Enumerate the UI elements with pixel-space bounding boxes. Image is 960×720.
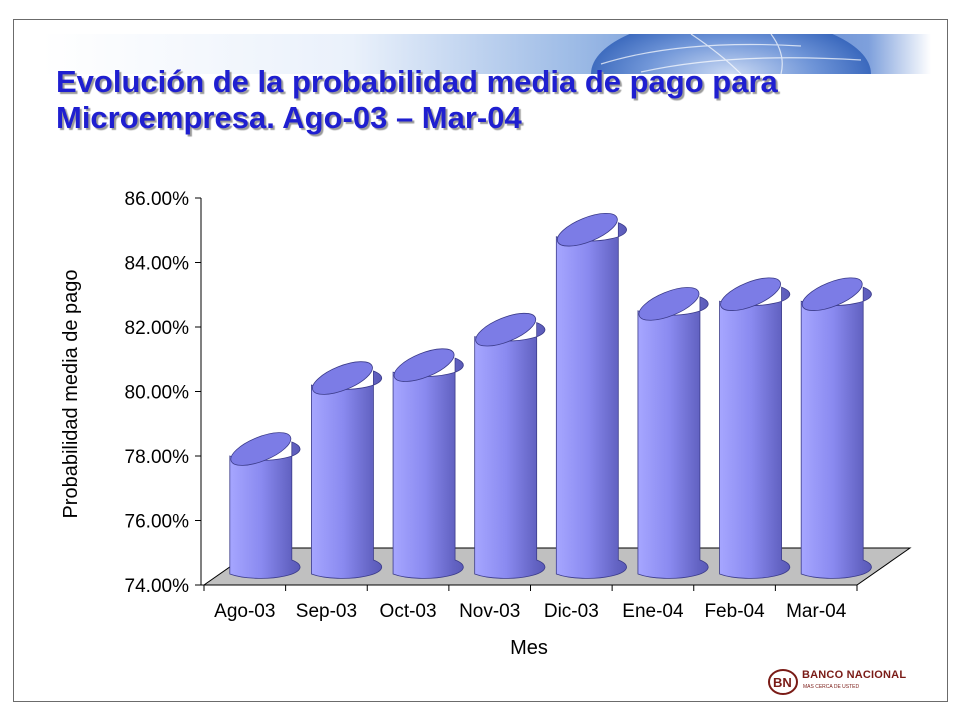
- bar-Nov-03: [474, 312, 546, 579]
- bar-top: [638, 287, 700, 321]
- chart-title-line-2: Microempresa. Ago-03 – Mar-04: [56, 100, 522, 135]
- bar-body: [392, 357, 464, 579]
- slide: Evolución de la probabilidad media de pa…: [13, 19, 948, 702]
- bar-top: [312, 361, 373, 395]
- svg-text:BN: BN: [773, 675, 792, 690]
- bar-body: [637, 296, 709, 579]
- chart-title-line-1: Evolución de la probabilidad media de pa…: [56, 64, 778, 99]
- bar-Ago-03: [229, 432, 301, 579]
- y-tick-label: 82.00%: [125, 318, 190, 339]
- x-axis-title: Mes: [510, 637, 548, 659]
- bar-body: [719, 286, 791, 579]
- x-tick-label: Nov-03: [459, 601, 520, 622]
- y-axis-title: Probabilidad media de pago: [60, 269, 82, 518]
- bank-logo-icon: BN: [768, 669, 798, 695]
- y-tick-label: 74.00%: [125, 576, 190, 597]
- bar-top: [556, 212, 618, 247]
- bar-Oct-03: [392, 348, 464, 579]
- bar-Mar-04: [800, 277, 872, 579]
- bar-body: [555, 222, 627, 579]
- x-tick-label: Oct-03: [380, 601, 437, 622]
- bar-top: [393, 348, 455, 382]
- bar-body: [311, 370, 383, 579]
- y-tick-label: 84.00%: [125, 254, 190, 275]
- bar-Feb-04: [719, 277, 791, 579]
- bar-Sep-03: [311, 361, 383, 579]
- bar-top: [230, 432, 292, 466]
- chart-title: Evolución de la probabilidad media de pa…: [56, 64, 916, 136]
- bar-Dic-03: [555, 212, 627, 579]
- bar-Ene-04: [637, 287, 709, 579]
- x-tick-label: Dic-03: [544, 601, 599, 622]
- y-tick-label: 78.00%: [125, 447, 190, 468]
- x-tick-label: Sep-03: [296, 601, 357, 622]
- bar-body: [800, 286, 872, 579]
- bank-logo-name: BANCO NACIONAL: [802, 669, 907, 681]
- bar-top: [720, 277, 781, 311]
- x-tick-label: Ago-03: [214, 601, 275, 622]
- globe-banner: [41, 34, 931, 74]
- bar-chart: 74.00% 76.00% 78.00% 80.00% 82.00% 84.00% 86.0…: [60, 189, 912, 659]
- bar-body: [229, 441, 301, 579]
- bar-top: [475, 312, 537, 347]
- y-tick-label: 86.00%: [125, 189, 190, 210]
- x-tick-label: Ene-04: [622, 601, 684, 622]
- bar-body: [474, 322, 546, 579]
- y-tick-label: 76.00%: [125, 512, 190, 533]
- bank-logo-tagline: MAS CERCA DE USTED: [803, 684, 860, 690]
- x-tick-label: Feb-04: [704, 601, 765, 622]
- bar-top: [801, 277, 863, 311]
- x-tick-label: Mar-04: [786, 601, 847, 622]
- y-tick-label: 80.00%: [125, 383, 190, 404]
